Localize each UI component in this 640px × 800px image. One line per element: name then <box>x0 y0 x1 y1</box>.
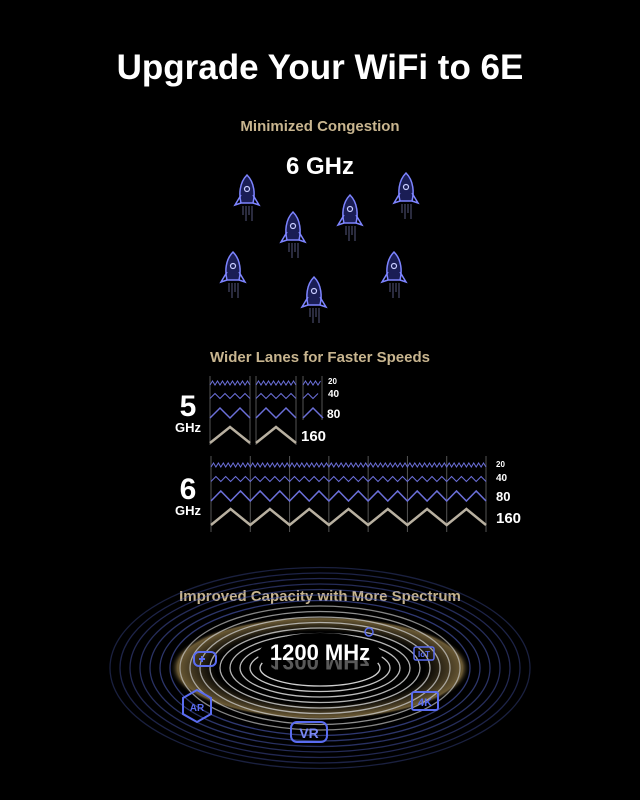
channel-wave <box>209 380 251 386</box>
channel-wave <box>302 406 324 419</box>
band-number: 5 <box>179 390 197 423</box>
channel-wave <box>302 380 321 386</box>
section-heading-lanes: Wider Lanes for Faster Speeds <box>210 349 430 366</box>
channel-wave <box>209 392 251 400</box>
spectrum-ring <box>209 621 431 715</box>
channel-wave <box>255 392 297 400</box>
channel-wave <box>210 462 487 468</box>
rocket-icon <box>392 171 420 219</box>
rocket-icon <box>233 173 261 221</box>
band-label-6ghz: 6 GHz <box>285 153 354 180</box>
channel-wave <box>302 392 319 400</box>
channel-wave <box>255 425 297 444</box>
spectrum-ring <box>119 572 521 764</box>
capacity-reflection: 1200 MHz <box>269 660 371 674</box>
band-number: 6 <box>179 473 197 506</box>
channel-label-20: 20 <box>496 460 505 469</box>
rockets-illustration <box>219 171 420 323</box>
channel-label-40: 40 <box>496 473 508 484</box>
spectrum-ring <box>199 616 441 720</box>
channel-wave <box>210 489 487 503</box>
rocket-icon <box>336 193 364 241</box>
rocket-icon <box>300 275 328 323</box>
channel-label-20: 20 <box>328 377 337 386</box>
center-disc <box>258 633 382 677</box>
channel-wave <box>209 425 251 444</box>
spectrum-ring <box>219 627 421 709</box>
channel-label-160: 160 <box>301 428 327 445</box>
spectrum-ring <box>109 566 531 770</box>
spectrum-ring <box>149 588 491 748</box>
band-unit: GHz <box>175 503 201 518</box>
band-5ghz-label: 5 GHz <box>168 390 208 435</box>
spectrum-ring <box>139 583 501 753</box>
section-heading-congestion: Minimized Congestion <box>240 118 400 135</box>
rocket-icon <box>219 250 247 298</box>
channel-wave <box>210 507 487 527</box>
channel-label-80: 80 <box>327 407 341 421</box>
spectrum-ring <box>129 577 511 759</box>
capacity-value: 1200 MHz <box>269 640 371 665</box>
channel-label-80: 80 <box>496 489 511 504</box>
channel-label-40: 40 <box>328 389 340 400</box>
channel-wave <box>255 380 297 386</box>
page-title: Upgrade Your WiFi to 6E <box>116 48 524 87</box>
section-heading-capacity: Improved Capacity with More Spectrum <box>179 588 461 605</box>
channel-label-160: 160 <box>496 510 522 527</box>
channel-wave <box>210 475 487 483</box>
band-6ghz-label: 6 GHz <box>168 473 208 518</box>
rocket-icon <box>279 210 307 258</box>
rocket-icon <box>380 250 408 298</box>
channel-wave <box>255 406 297 420</box>
band-unit: GHz <box>175 420 201 435</box>
channel-wave <box>209 406 251 420</box>
